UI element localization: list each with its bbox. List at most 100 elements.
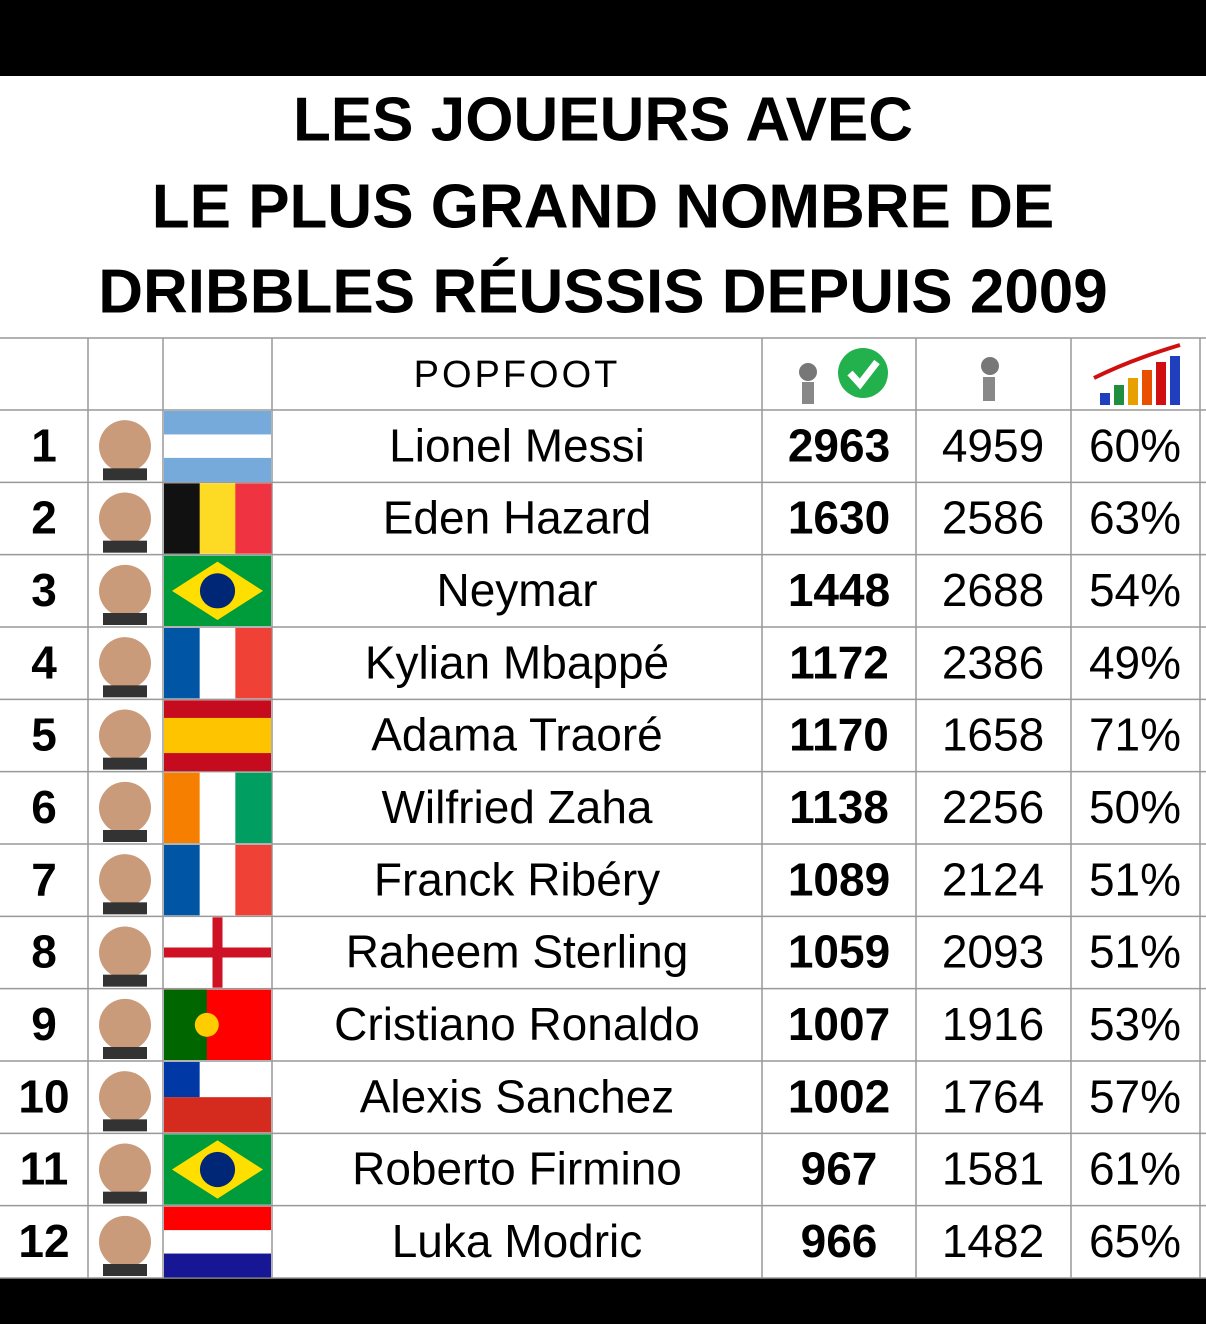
logo: POPFOOT: [414, 354, 621, 396]
player-name: Eden Hazard: [383, 492, 652, 544]
flag-stripe: [164, 735, 271, 754]
attempted-dribbles: 2688: [942, 564, 1044, 616]
successful-dribbles: 967: [801, 1143, 878, 1195]
player-photo: [99, 1215, 151, 1268]
title-line: DRIBBLES RÉUSSIS DEPUIS 2009: [98, 257, 1108, 326]
player-name: Adama Traoré: [371, 709, 662, 761]
flag-stripe: [199, 772, 236, 843]
player-shirt: [103, 468, 147, 481]
attempted-dribbles: 4959: [942, 419, 1044, 471]
success-rate: 49%: [1089, 636, 1181, 688]
player-name: Kylian Mbappé: [365, 636, 669, 688]
player-name: Luka Modric: [392, 1215, 643, 1267]
successful-dribbles: 1138: [789, 781, 889, 833]
successful-dribbles: 1002: [788, 1070, 890, 1122]
attempted-dribbles: 2256: [942, 781, 1044, 833]
successful-dribbles: 1059: [788, 926, 890, 978]
flag-stripe: [235, 845, 272, 916]
player-shirt: [103, 540, 147, 553]
player-name: Alexis Sanchez: [360, 1070, 675, 1122]
flag-stripe: [164, 845, 201, 916]
rank: 5: [31, 709, 57, 761]
successful-dribbles: 1007: [788, 998, 890, 1050]
success-rate: 53%: [1089, 998, 1181, 1050]
flag-stripe: [164, 628, 201, 699]
player-name: Neymar: [436, 564, 597, 616]
flag-stripe: [235, 483, 272, 554]
flag-stripe: [164, 1253, 271, 1278]
flag-stripe: [164, 483, 201, 554]
flag-stripe: [164, 772, 201, 843]
attempted-dribbles: 1482: [942, 1215, 1044, 1267]
player-photo: [99, 781, 151, 834]
flag: [164, 483, 272, 554]
flag-stripe: [235, 628, 272, 699]
player-name: Raheem Sterling: [346, 926, 689, 978]
attempted-dribbles: 1581: [942, 1143, 1044, 1195]
flag-stripe: [199, 628, 236, 699]
success-rate: 60%: [1089, 419, 1181, 471]
player-photo: [99, 709, 151, 762]
flag-stripe: [164, 457, 271, 482]
player-name: Wilfried Zaha: [382, 781, 653, 833]
player-shirt: [103, 757, 147, 770]
flag: [164, 1062, 271, 1133]
player-shirt: [103, 1264, 147, 1276]
flag-stripe: [164, 753, 271, 772]
flag: [164, 628, 272, 699]
player-photo: [99, 1143, 151, 1196]
player-shirt: [103, 685, 147, 698]
flag-cross: [164, 947, 271, 958]
successful-dribbles: 1448: [788, 564, 890, 616]
player-photo: [99, 637, 151, 690]
player-shirt: [103, 830, 147, 842]
player-photo: [99, 1071, 151, 1124]
success-rate: 54%: [1089, 564, 1181, 616]
rank: 2: [31, 492, 57, 544]
flag-stripe: [199, 483, 236, 554]
player-photo: [99, 854, 151, 907]
flag: [164, 555, 271, 626]
successful-dribbles: 1089: [788, 853, 890, 905]
flag-stripe: [164, 1206, 271, 1231]
successful-dribbles: 1172: [789, 636, 889, 688]
success-rate: 61%: [1089, 1143, 1181, 1195]
player-photo: [99, 998, 151, 1051]
flag: [164, 772, 272, 843]
successful-dribbles: 1630: [788, 492, 890, 544]
success-rate: 50%: [1089, 781, 1181, 833]
flag: [164, 700, 271, 772]
rank: 11: [20, 1143, 69, 1195]
flag-stripe: [164, 717, 271, 736]
player-shirt: [103, 1047, 147, 1059]
attempted-dribbles: 1764: [942, 1070, 1044, 1122]
flag-canton: [164, 1062, 200, 1098]
success-rate: 51%: [1089, 926, 1181, 978]
flag: [164, 1206, 271, 1278]
rank: 12: [18, 1215, 69, 1267]
rank: 7: [31, 853, 57, 905]
flag-field: [164, 1097, 271, 1133]
rank: 8: [31, 926, 57, 978]
rank: 4: [31, 636, 57, 688]
rank: 9: [31, 998, 57, 1050]
attempted-dribbles: 2586: [942, 492, 1044, 544]
attempts-icon: [981, 357, 999, 401]
success-rate: 57%: [1089, 1070, 1181, 1122]
rank: 6: [31, 781, 57, 833]
attempted-dribbles: 2124: [942, 853, 1044, 905]
flag-stripe: [199, 845, 236, 916]
flag-emblem: [194, 1012, 219, 1037]
player-photo: [99, 564, 151, 617]
attempted-dribbles: 1658: [942, 709, 1044, 761]
successful-dribbles: 1170: [789, 709, 889, 761]
flag: [164, 989, 271, 1060]
flag: [164, 917, 271, 988]
rank: 1: [31, 419, 57, 471]
success-rate: 51%: [1089, 853, 1181, 905]
player-name: Roberto Firmino: [352, 1143, 682, 1195]
flag-stripe: [164, 700, 271, 719]
player-name: Franck Ribéry: [374, 853, 660, 905]
rank: 3: [31, 564, 57, 616]
flag: [164, 411, 271, 482]
